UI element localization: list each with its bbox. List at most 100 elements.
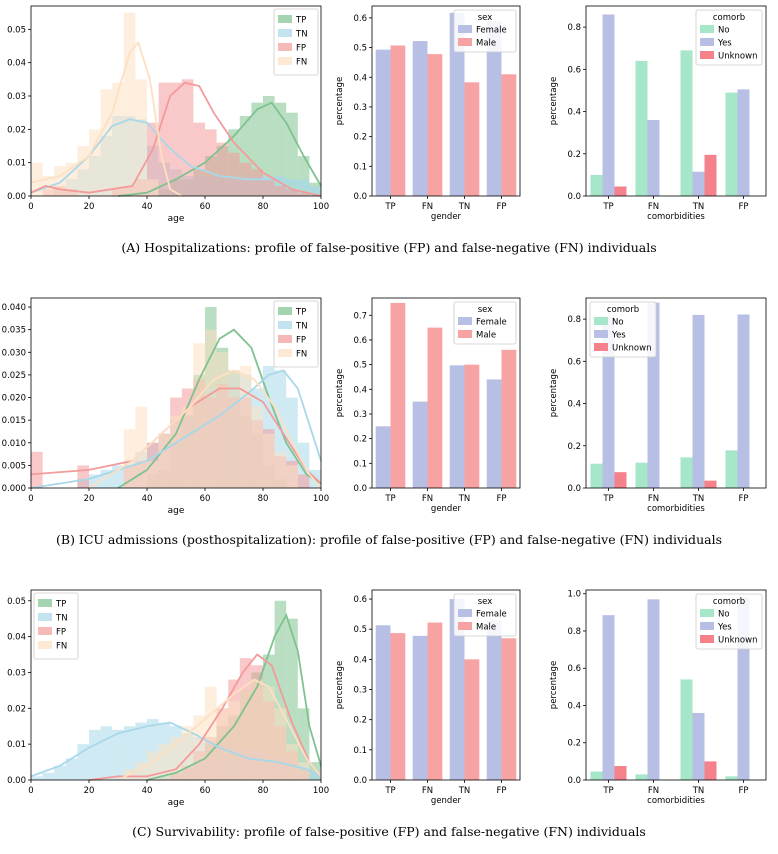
hist-bar-fn bbox=[251, 406, 263, 488]
hist-bar-fn bbox=[286, 744, 298, 780]
x-tick-label: FP bbox=[738, 494, 748, 504]
hist-bar-fp bbox=[274, 186, 287, 196]
hist-bar-fn bbox=[228, 701, 240, 780]
legend-title: comorb bbox=[713, 13, 745, 23]
bar-no-fp bbox=[725, 776, 738, 780]
hist-bar-tn bbox=[123, 726, 136, 780]
x-tick-label: 60 bbox=[200, 494, 211, 504]
bar-female-fp bbox=[486, 379, 502, 488]
y-tick-label: 0.2 bbox=[567, 442, 581, 452]
legend-label: Male bbox=[476, 623, 496, 633]
hist-bar-fp bbox=[251, 169, 263, 196]
figure-row-c: 0 20 40 60 80 100 0.00 0.01 0.02 0.03 0.04 0.05 age T… bbox=[7, 589, 767, 839]
y-tick-label: 0.5 bbox=[353, 361, 367, 371]
legend-label: Yes bbox=[611, 331, 626, 341]
y-tick-label: 0.3 bbox=[353, 410, 367, 420]
hist-bar-fn bbox=[193, 343, 205, 488]
y-axis-label: percentage bbox=[549, 661, 559, 709]
x-tick-label: 80 bbox=[258, 202, 269, 212]
y-tick-label: 0.00 bbox=[7, 192, 26, 202]
y-tick-label: 0.0 bbox=[353, 484, 367, 494]
x-tick-label: 80 bbox=[258, 786, 269, 796]
y-tick-label: 0.2 bbox=[353, 716, 367, 726]
legend-label: TP bbox=[295, 16, 306, 26]
hist-bar-fn bbox=[170, 415, 182, 488]
hist-bar-fp bbox=[181, 79, 194, 196]
y-axis-label: percentage bbox=[335, 661, 345, 709]
x-tick-label: TP bbox=[384, 202, 395, 212]
bar-yes-tn bbox=[692, 314, 705, 488]
hist-bar-fn bbox=[263, 433, 275, 488]
y-tick-label: 0.4 bbox=[567, 400, 581, 410]
bar-male-tp bbox=[390, 45, 406, 196]
age-histogram: 0 20 40 60 80 100 0.00 0.01 0.02 0.03 0.04 0.05 age T… bbox=[7, 589, 329, 808]
y-tick-label: 0.020 bbox=[2, 394, 26, 404]
plot-frame bbox=[371, 589, 521, 781]
legend-label: Male bbox=[476, 331, 496, 341]
hist-bar-tn bbox=[100, 726, 113, 780]
legend-swatch bbox=[594, 343, 608, 351]
legend-title: sex bbox=[478, 305, 493, 315]
legend-label: TN bbox=[295, 30, 308, 40]
hist-bar-fn bbox=[100, 89, 113, 196]
legend-swatch bbox=[278, 335, 292, 343]
hist-bar-fn bbox=[297, 762, 310, 780]
x-tick-label: TN bbox=[458, 202, 471, 212]
kde-line-tp bbox=[117, 328, 322, 489]
x-axis-label: gender bbox=[431, 212, 462, 222]
bar-yes-tp bbox=[602, 615, 615, 780]
hist-bar-fn bbox=[228, 370, 240, 488]
bar-yes-tp bbox=[602, 14, 615, 197]
legend-swatch bbox=[278, 29, 292, 37]
figure-row-a: 0 20 40 60 80 100 0.00 0.01 0.02 0.03 0.04 0.05 age T… bbox=[7, 5, 767, 255]
bar-yes-tn bbox=[692, 712, 705, 780]
hist-bar-tn bbox=[65, 758, 78, 780]
y-tick-label: 0.0 bbox=[567, 192, 581, 202]
x-tick-label: FN bbox=[422, 786, 433, 796]
y-tick-label: 0.01 bbox=[7, 740, 26, 750]
hist-bar-tp bbox=[297, 156, 310, 196]
x-tick-label: FP bbox=[738, 202, 748, 212]
gender-bar-chart: TP FN TN FP 0.0 0.1 0.2 0.3 0.4 0.5 0.6 0.7 gender pe… bbox=[335, 297, 521, 514]
comorbidities-bar-chart: TP FN TN FP 0.0 0.2 0.4 0.6 0.8 comorbidities perc… bbox=[549, 297, 767, 514]
x-tick-label: FP bbox=[496, 202, 506, 212]
legend-swatch bbox=[594, 317, 608, 325]
hist-bar-fn bbox=[123, 12, 136, 196]
plot-frame bbox=[371, 5, 521, 197]
bar-no-fn bbox=[635, 774, 648, 780]
x-tick-label: TN bbox=[458, 786, 471, 796]
legend-swatch bbox=[458, 317, 472, 325]
bar-male-tp bbox=[390, 302, 406, 488]
hist-bar-fn bbox=[216, 708, 229, 780]
hist-bar-fn bbox=[89, 129, 101, 196]
bar-yes-tn bbox=[692, 171, 705, 196]
x-tick-label: TP bbox=[602, 202, 613, 212]
y-tick-label: 0.040 bbox=[2, 303, 26, 313]
panel-caption: (C) Survivability: profile of false-posi… bbox=[132, 824, 646, 839]
hist-bar-tn bbox=[135, 722, 147, 780]
legend-title: comorb bbox=[607, 305, 639, 315]
plot-frame bbox=[30, 5, 322, 197]
y-tick-label: 0.6 bbox=[567, 664, 581, 674]
y-tick-label: 0.4 bbox=[567, 701, 581, 711]
y-tick-label: 0.05 bbox=[7, 25, 26, 35]
hist-bar-tn bbox=[42, 772, 55, 780]
y-tick-label: 0.3 bbox=[353, 103, 367, 113]
bar-unknown-tp bbox=[614, 766, 627, 780]
legend-label: FP bbox=[56, 628, 66, 638]
bar-male-tp bbox=[390, 633, 406, 780]
bar-female-tp bbox=[375, 625, 391, 780]
legend-swatch bbox=[38, 599, 52, 607]
bar-no-fp bbox=[725, 92, 738, 196]
bar-yes-fp bbox=[737, 89, 750, 196]
x-tick-label: TN bbox=[692, 494, 705, 504]
y-tick-label: 0.01 bbox=[7, 159, 26, 169]
gender-bar-chart: TP FN TN FP 0.0 0.1 0.2 0.3 0.4 0.5 0.6 gender perce… bbox=[335, 589, 521, 806]
legend-label: Yes bbox=[717, 623, 732, 633]
hist-bar-fp bbox=[297, 474, 310, 488]
kde-line-fp bbox=[88, 653, 322, 781]
bar-female-fn bbox=[412, 401, 428, 488]
y-tick-label: 0.2 bbox=[353, 133, 367, 143]
hist-bar-fp bbox=[263, 179, 275, 196]
hist-bar-fn bbox=[65, 162, 78, 196]
